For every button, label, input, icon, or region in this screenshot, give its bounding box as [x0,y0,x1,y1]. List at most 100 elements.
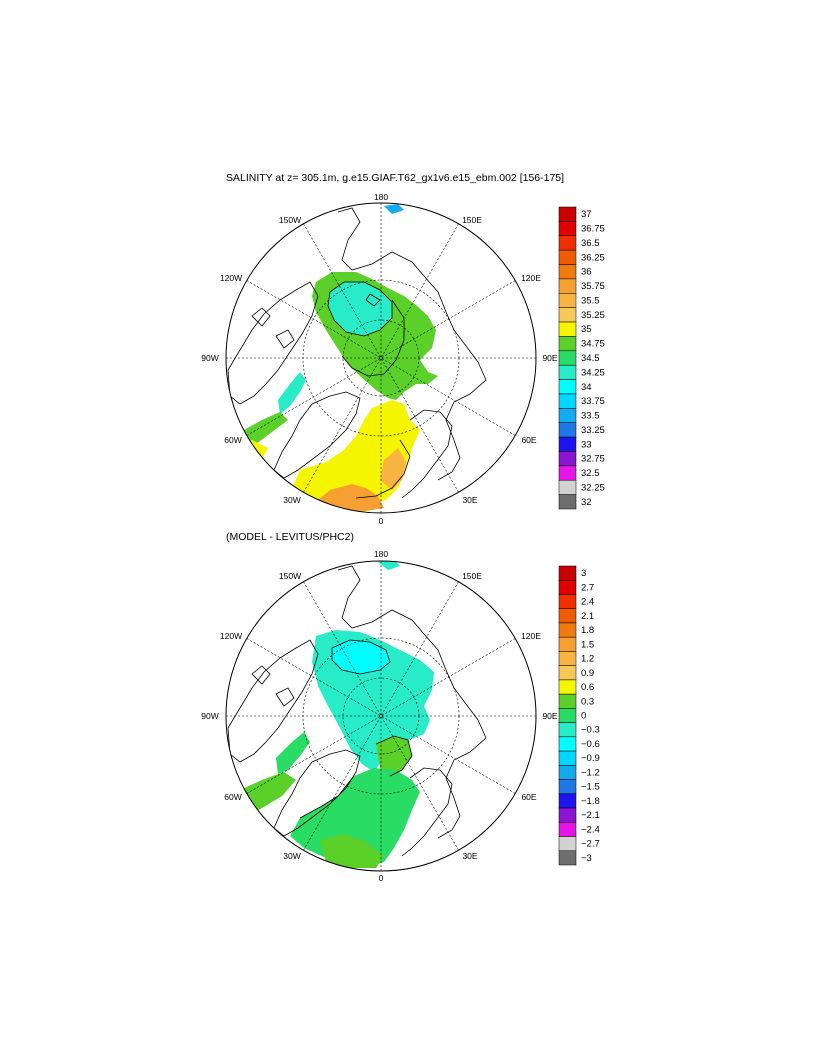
top-colorbar-swatch [558,479,577,495]
top-colorbar-swatch [558,350,577,366]
top-coast-island-1 [365,293,381,307]
bottom-colorbar-label: −2.7 [581,839,600,850]
top-lon-90e: 90E [542,353,558,363]
bottom-lon-0: 0 [378,873,384,883]
top-lon-120w: 120W [219,273,243,283]
top-colorbar-swatch [558,264,577,280]
bottom-colorbar-label: 0.3 [581,696,594,707]
top-colorbar-swatch [558,293,577,308]
top-fill-cyan-core [328,282,392,336]
bottom-colorbar-swatch [558,779,577,795]
top-colorbar-label: 35.75 [581,281,605,292]
bottom-colorbar-label: −3 [581,853,592,864]
top-contour-1 [327,281,393,337]
bottom-lon-60w: 60W [224,792,242,802]
top-colorbar-swatch [558,451,577,467]
top-colorbar-label: 36.75 [581,224,605,235]
bottom-map-border [225,560,537,872]
top-colorbar-swatch [558,393,577,409]
bottom-colorbar-swatch [558,693,577,709]
bottom-colorbar-label: −0.9 [581,753,600,764]
top-colorbar-swatch [558,221,577,237]
bottom-colorbar-swatch [558,622,577,638]
top-lon-60w: 60W [224,435,242,445]
bottom-colorbar-swatch [558,579,577,595]
top-colorbar-label: 32.75 [581,454,605,465]
top-panel-title: SALINITY at z= 305.1m, g.e15.GIAF.T62_gx… [226,172,565,184]
bottom-colorbar-swatch [558,679,577,695]
bottom-colorbar-swatch [558,736,577,752]
bottom-coast-island-1 [251,665,271,685]
top-lon-120e: 120E [521,273,541,283]
top-colorbar-label: 33.75 [581,396,605,407]
top-lon-90w: 90W [201,353,219,363]
top-colorbar-label: 36.25 [581,252,605,263]
top-colorbar-label: 35 [581,324,592,335]
top-fill-baffin [278,372,306,414]
bottom-fill-green-south [320,834,384,868]
top-colorbar-label: 35.5 [581,295,600,306]
bottom-colorbar-label: 1.8 [581,625,594,636]
bottom-colorbar-swatch [558,708,577,723]
bottom-map [226,561,536,871]
bottom-colorbar-swatch [558,807,577,823]
top-colorbar-swatch [558,364,577,380]
bottom-lon-120e: 120E [521,631,541,641]
top-lon-150e: 150E [462,215,482,225]
top-colorbar-swatch [558,494,577,510]
top-colorbar-swatch [558,321,577,337]
bottom-coast-canada [227,639,319,763]
bottom-colorbar-label: −1.8 [581,796,600,807]
top-lon-0: 0 [378,516,384,526]
top-colorbar-swatch [558,235,577,251]
bottom-colorbar-swatch [558,636,577,652]
top-colorbar-label: 37 [581,209,592,220]
bottom-colorbar-label: 3 [581,568,586,579]
top-colorbar-swatch [558,206,577,222]
bottom-colorbar-swatch [558,822,577,837]
top-contour-3 [355,439,411,499]
bottom-lon-150e: 150E [462,571,482,581]
bottom-lon-120w: 120W [219,631,243,641]
bottom-colorbar-label: −2.1 [581,810,600,821]
top-colorbar-label: 34 [581,382,592,393]
bottom-lon-30e: 30E [462,851,478,861]
top-colorbar-swatch [558,436,577,452]
bottom-colorbar-label: −0.6 [581,739,600,750]
bottom-colorbar-label: −1.2 [581,767,600,778]
bottom-colorbar-swatch [558,594,577,609]
top-coast-island-2 [251,307,271,327]
bottom-colorbar-label: −0.3 [581,725,600,736]
top-colorbar-swatch [558,307,577,323]
top-coast-siberia [337,207,487,481]
top-fill-north-blue [384,204,404,214]
bottom-colorbar-swatch [558,836,577,852]
bottom-colorbar-swatch [558,765,577,780]
top-colorbar-label: 36 [581,267,592,278]
bottom-lon-60e: 60E [521,792,537,802]
bottom-panel-title: (MODEL - LEVITUS/PHC2) [226,531,354,543]
bottom-colorbar-label: 2.4 [581,597,594,608]
bottom-coast-scandinavia [401,767,453,857]
bottom-colorbar-swatch [558,850,577,866]
top-colorbar-label: 35.25 [581,310,605,321]
top-lon-30e: 30E [462,495,478,505]
top-colorbar-label: 32.25 [581,482,605,493]
top-colorbar-label: 34.25 [581,367,605,378]
top-colorbar-label: 32.5 [581,468,600,479]
bottom-lon-30w: 30W [283,851,301,861]
top-colorbar-label: 34.5 [581,353,600,364]
bottom-colorbar-swatch [558,750,577,766]
bottom-contour-3 [299,775,355,819]
top-lon-150w: 150W [278,215,302,225]
bottom-fill-north-cyan [378,561,400,570]
bottom-colorbar-swatch [558,608,577,624]
top-colorbar-label: 33.5 [581,411,600,422]
bottom-fill-cyan-core [332,640,390,674]
top-colorbar-label: 36.5 [581,238,600,249]
bottom-colorbar-label: 1.5 [581,639,594,650]
top-coast-scandinavia [401,409,453,499]
top-map-border [225,202,537,514]
